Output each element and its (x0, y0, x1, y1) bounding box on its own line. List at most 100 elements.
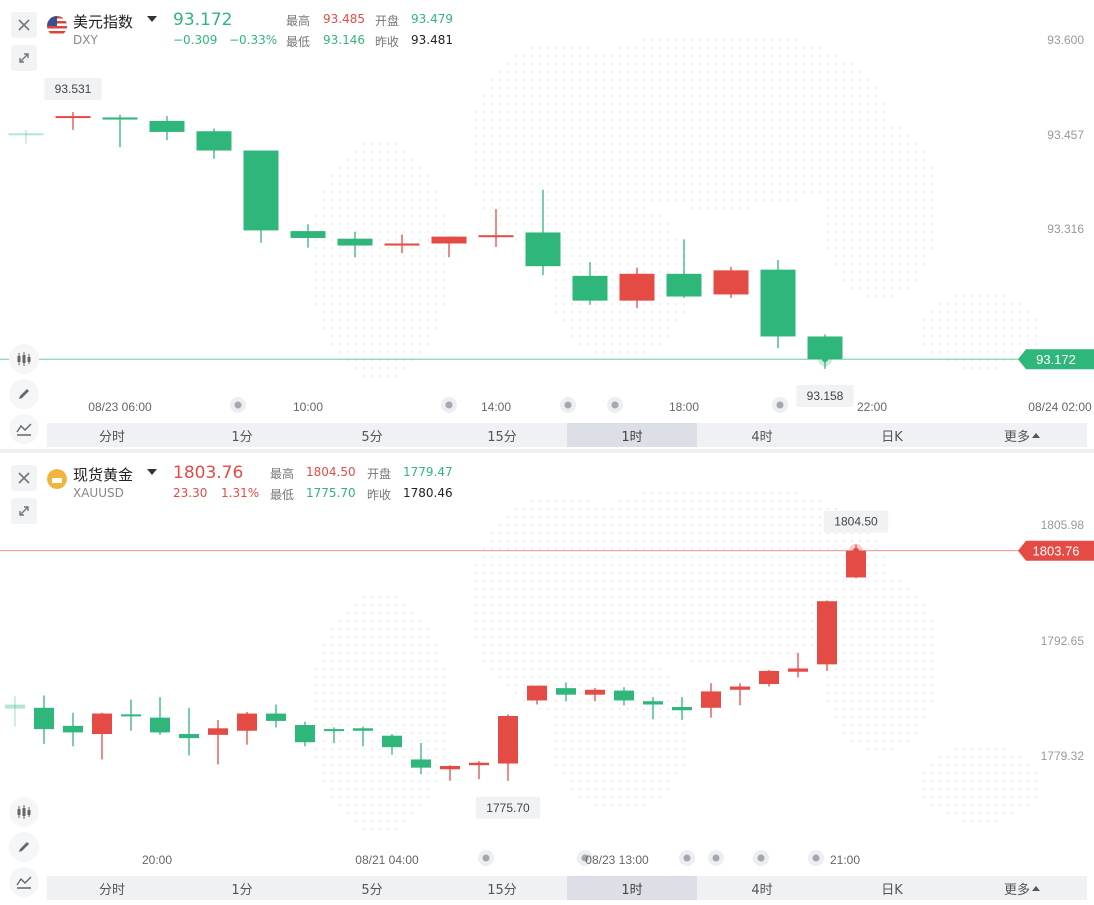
tab-label: 5分 (361, 429, 383, 445)
low-label: 最低 (270, 488, 295, 502)
event-marker-dot (757, 854, 765, 862)
candle-body (817, 601, 837, 665)
tab-label: 4时 (751, 882, 773, 898)
tab-label: 日K (881, 882, 903, 898)
high-value: 93.485 (323, 12, 365, 26)
candle-body (324, 729, 344, 732)
candle-body (384, 243, 420, 246)
tab-0[interactable]: 分时 (47, 876, 177, 900)
high-value: 1804.50 (306, 465, 356, 479)
extreme-price-label: 1804.50 (834, 515, 878, 529)
price-change-percent: −0.33% (229, 33, 278, 47)
tab-4[interactable]: 1时 (567, 423, 697, 447)
tab-7[interactable]: 更多 (957, 876, 1087, 900)
candle-body (431, 236, 467, 244)
candle-body (63, 725, 83, 733)
event-marker-dot (581, 854, 589, 862)
candle-body (556, 688, 576, 695)
candle-body (666, 273, 702, 297)
candle-body (760, 269, 796, 337)
candle-body (243, 150, 279, 231)
candle-body (440, 766, 460, 770)
candle-body (614, 690, 634, 701)
candle-body (353, 728, 373, 731)
indicator-button[interactable] (9, 867, 39, 897)
time-axis-label: 21:00 (830, 853, 860, 867)
current-price: 1803.76 (173, 463, 244, 483)
tab-3[interactable]: 15分 (437, 423, 567, 447)
candle-body (411, 759, 431, 768)
open-value: 93.479 (411, 12, 453, 26)
candle-body (788, 668, 808, 672)
current-price-dot (822, 356, 828, 363)
event-marker-dot (482, 854, 490, 862)
prev-close-value: 1780.46 (403, 486, 453, 500)
time-axis-label: 20:00 (142, 853, 172, 867)
tab-2[interactable]: 5分 (307, 876, 437, 900)
tab-6[interactable]: 日K (827, 876, 957, 900)
tab-5[interactable]: 4时 (697, 423, 827, 447)
time-axis-label: 22:00 (857, 400, 887, 414)
candle-body (196, 131, 232, 151)
gold-chart-panel: 1805.98 1792.65 1779.32 1803.76 1804.50 1775.… (0, 453, 1094, 905)
tab-1[interactable]: 1分 (177, 423, 307, 447)
gold-candlestick-chart[interactable]: 1805.98 1792.65 1779.32 1803.76 1804.50 1775.… (0, 453, 1094, 905)
candle-body (382, 735, 402, 748)
instrument-dropdown-icon[interactable] (147, 16, 157, 22)
world-map-background (314, 38, 1038, 378)
candle-body (572, 275, 608, 301)
candle-body (179, 734, 199, 739)
expand-button[interactable] (11, 45, 37, 71)
us-flag-icon (47, 16, 67, 36)
price-axis-label: 1805.98 (1041, 518, 1085, 532)
price-axis-label: 93.600 (1047, 33, 1084, 47)
event-marker-dot (812, 854, 820, 862)
instrument-name[interactable]: 现货黄金 (73, 466, 134, 484)
candle-body (701, 691, 721, 708)
event-marker-dot (683, 854, 691, 862)
low-value: 1775.70 (306, 486, 356, 500)
tab-label: 日K (881, 429, 903, 445)
pencil-icon (19, 389, 29, 399)
extreme-price-box (44, 77, 102, 100)
tab-7[interactable]: 更多 (957, 423, 1087, 447)
close-icon (18, 472, 30, 484)
tab-label: 5分 (361, 882, 383, 898)
tab-3[interactable]: 15分 (437, 876, 567, 900)
last-price-tag (1018, 349, 1094, 370)
tab-label: 1分 (231, 882, 253, 898)
tab-5[interactable]: 4时 (697, 876, 827, 900)
tab-4[interactable]: 1时 (567, 876, 697, 900)
event-marker-dot (234, 401, 242, 409)
tab-0[interactable]: 分时 (47, 423, 177, 447)
current-price-dot (853, 547, 859, 554)
candle-body (337, 238, 373, 246)
tab-label: 分时 (98, 882, 125, 898)
close-button[interactable] (11, 12, 37, 38)
chart-type-button[interactable] (9, 344, 39, 374)
expand-button[interactable] (11, 498, 37, 524)
last-price-label: 93.172 (1036, 352, 1076, 367)
dxy-candlestick-chart[interactable]: 93.600 93.457 93.316 93.172 93.531 93.158 08/2… (0, 0, 1094, 450)
draw-tool-button[interactable] (9, 379, 39, 409)
time-axis-label: 08/23 06:00 (88, 400, 152, 414)
price-change: 23.30 (173, 486, 208, 500)
close-button[interactable] (11, 465, 37, 491)
candle-body (266, 713, 286, 721)
tab-6[interactable]: 日K (827, 423, 957, 447)
candle-body (34, 707, 54, 730)
tab-2[interactable]: 5分 (307, 423, 437, 447)
prev-close-value: 93.481 (411, 33, 453, 47)
indicator-button[interactable] (9, 414, 39, 444)
event-marker-dot (712, 854, 720, 862)
instrument-name[interactable]: 美元指数 (73, 13, 134, 31)
candle-body (121, 714, 141, 717)
draw-tool-button[interactable] (9, 832, 39, 862)
instrument-dropdown-icon[interactable] (147, 469, 157, 475)
candle-body (527, 685, 547, 701)
price-axis-label: 93.316 (1047, 222, 1084, 236)
close-icon (18, 19, 30, 31)
tab-1[interactable]: 1分 (177, 876, 307, 900)
chart-type-button[interactable] (9, 797, 39, 827)
price-axis-label: 1779.32 (1041, 749, 1085, 763)
